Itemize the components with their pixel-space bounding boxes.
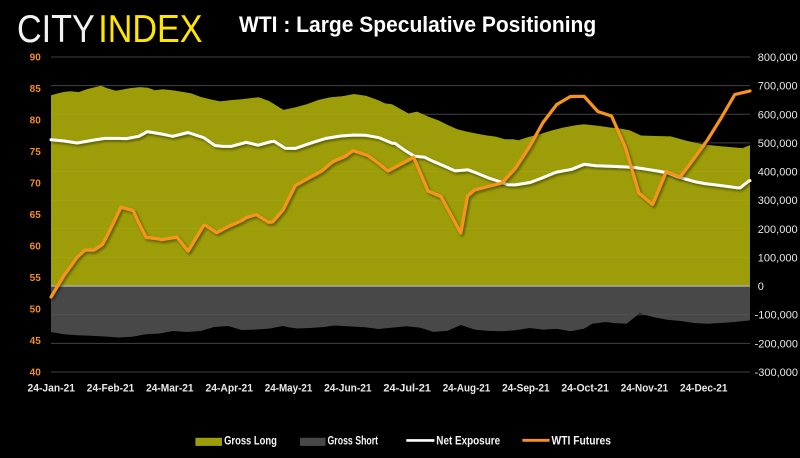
- svg-text:24-Nov-21: 24-Nov-21: [621, 382, 669, 394]
- svg-text:100,000: 100,000: [758, 253, 798, 265]
- svg-text:600,000: 600,000: [758, 109, 798, 121]
- svg-text:24-Sep-21: 24-Sep-21: [502, 382, 549, 394]
- svg-text:400,000: 400,000: [758, 167, 798, 179]
- svg-text:24-Oct-21: 24-Oct-21: [561, 382, 609, 394]
- svg-text:-300,000: -300,000: [755, 367, 798, 379]
- svg-text:55: 55: [30, 273, 42, 284]
- svg-text:24-Aug-21: 24-Aug-21: [443, 382, 491, 394]
- svg-text:85: 85: [30, 84, 42, 95]
- svg-text:24-Apr-21: 24-Apr-21: [206, 382, 254, 394]
- svg-text:24-Jul-21: 24-Jul-21: [383, 382, 431, 394]
- svg-text:Gross Short: Gross Short: [328, 435, 379, 447]
- svg-text:24-Dec-21: 24-Dec-21: [680, 382, 728, 394]
- svg-text:65: 65: [30, 210, 42, 221]
- svg-text:700,000: 700,000: [758, 81, 798, 93]
- svg-text:24-May-21: 24-May-21: [265, 382, 313, 394]
- svg-text:WTI Futures: WTI Futures: [552, 435, 612, 447]
- svg-text:300,000: 300,000: [758, 195, 798, 207]
- svg-text:Gross Long: Gross Long: [224, 435, 277, 447]
- svg-text:Net Exposure: Net Exposure: [436, 435, 500, 447]
- svg-text:24-Jan-21: 24-Jan-21: [28, 382, 76, 394]
- svg-text:500,000: 500,000: [758, 138, 798, 150]
- svg-text:24-Mar-21: 24-Mar-21: [146, 382, 194, 394]
- svg-text:800,000: 800,000: [758, 52, 798, 64]
- svg-text:0: 0: [758, 281, 764, 293]
- svg-text:70: 70: [30, 179, 42, 190]
- svg-text:24-Feb-21: 24-Feb-21: [87, 382, 135, 394]
- svg-text:45: 45: [30, 336, 42, 347]
- svg-text:80: 80: [30, 116, 42, 127]
- svg-text:90: 90: [30, 53, 42, 64]
- svg-text:40: 40: [30, 368, 42, 379]
- svg-text:50: 50: [30, 305, 42, 316]
- svg-text:75: 75: [30, 147, 42, 158]
- svg-text:200,000: 200,000: [758, 224, 798, 236]
- svg-text:-100,000: -100,000: [755, 310, 798, 322]
- svg-text:24-Jun-21: 24-Jun-21: [324, 382, 372, 394]
- svg-text:-200,000: -200,000: [755, 338, 798, 350]
- svg-text:60: 60: [30, 242, 42, 253]
